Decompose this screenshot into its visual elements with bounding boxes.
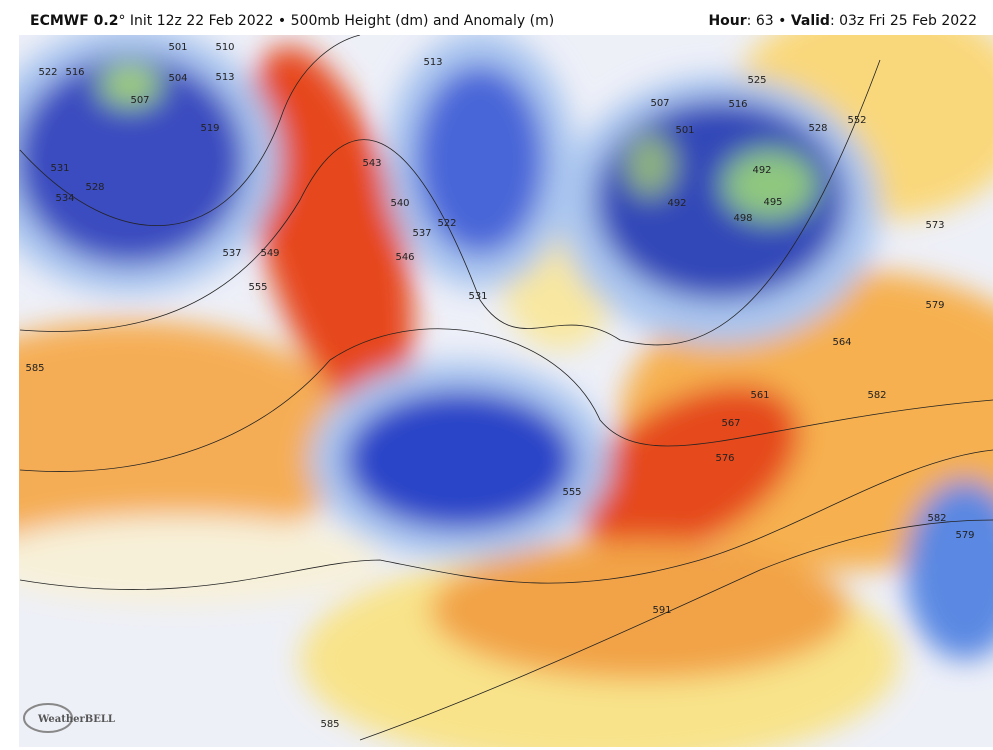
contour-label: 543 bbox=[362, 158, 381, 169]
valid: : 03z Fri 25 Feb 2022 bbox=[829, 13, 977, 29]
contour-label: 528 bbox=[85, 182, 104, 193]
contour-label: 537 bbox=[412, 228, 431, 239]
contour-label: 522 bbox=[38, 67, 57, 78]
contour-label: 513 bbox=[215, 72, 234, 83]
header-text: ° Init 12z 22 Feb 2022 • 500mb Height (d… bbox=[118, 13, 555, 29]
contour-label: 516 bbox=[728, 99, 747, 110]
contour-label: 501 bbox=[675, 125, 694, 136]
contour-label: 561 bbox=[750, 390, 769, 401]
contour-label: 540 bbox=[390, 198, 409, 209]
contour-label: 510 bbox=[215, 42, 234, 53]
contour-label: 531 bbox=[468, 291, 487, 302]
hour-label: Hour bbox=[708, 13, 747, 29]
header-right: Hour: 63 • Valid: 03z Fri 25 Feb 2022 bbox=[708, 13, 977, 29]
contours bbox=[19, 35, 993, 741]
contour-label: 525 bbox=[747, 75, 766, 86]
contour-label: 519 bbox=[200, 123, 219, 134]
contour-label: 579 bbox=[955, 530, 974, 541]
contour-label: 585 bbox=[25, 363, 44, 374]
contour-label: 534 bbox=[55, 193, 74, 204]
model: ECMWF 0.2 bbox=[30, 13, 119, 29]
contour-label: 573 bbox=[925, 220, 944, 231]
contour-label: 492 bbox=[752, 165, 771, 176]
contour-label: 549 bbox=[260, 248, 279, 259]
contour-label: 552 bbox=[847, 115, 866, 126]
contour-label: 579 bbox=[925, 300, 944, 311]
contour-label: 522 bbox=[437, 218, 456, 229]
logo: WeatherBELL bbox=[37, 714, 115, 725]
contour-label: 555 bbox=[248, 282, 267, 293]
contour-label: 531 bbox=[50, 163, 69, 174]
contour-label: 567 bbox=[721, 418, 740, 429]
contour-label: 582 bbox=[867, 390, 886, 401]
contour-label: 492 bbox=[667, 198, 686, 209]
hour: : 63 • bbox=[746, 13, 791, 29]
contour-label: 585 bbox=[320, 719, 339, 730]
contour-label: 582 bbox=[927, 513, 946, 524]
contour-label: 576 bbox=[715, 453, 734, 464]
contour-label: 513 bbox=[423, 57, 442, 68]
header-left: ECMWF 0.2° Init 12z 22 Feb 2022 • 500mb … bbox=[30, 13, 554, 29]
valid-label: Valid bbox=[790, 13, 830, 29]
contour-label: 501 bbox=[168, 42, 187, 53]
contour-label: 564 bbox=[832, 337, 851, 348]
contour-label: 591 bbox=[652, 605, 671, 616]
contour-label: 555 bbox=[562, 487, 581, 498]
contour-label: 516 bbox=[65, 67, 84, 78]
contour-labels: 501 510 522 516 504 513 507 519 531 528 … bbox=[25, 42, 974, 730]
contour-label: 504 bbox=[168, 73, 187, 84]
contour-label: 528 bbox=[808, 123, 827, 134]
contour-label: 498 bbox=[733, 213, 752, 224]
logo-mark bbox=[23, 703, 73, 733]
contour-label: 507 bbox=[650, 98, 669, 109]
contour-label: 546 bbox=[395, 252, 414, 263]
contour-label: 537 bbox=[222, 248, 241, 259]
contour-label: 507 bbox=[130, 95, 149, 106]
contour-label: 495 bbox=[763, 197, 782, 208]
